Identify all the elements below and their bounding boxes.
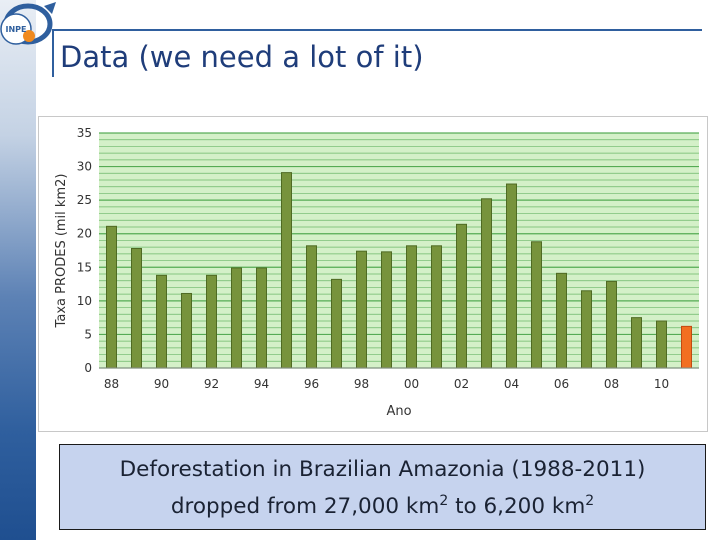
bar (156, 274, 167, 369)
chart-frame: 0 5 10 15 20 25 30 35 88 90 92 94 96 98 00 02 04 06 08 10 An… (38, 116, 708, 432)
x-tick-label: 00 (404, 377, 419, 391)
caption-superscript-1: 2 (439, 492, 449, 509)
x-tick-label: 02 (454, 377, 469, 391)
deforestation-bar-chart: 0 5 10 15 20 25 30 35 88 90 92 94 96 98 00 02 04 06 08 10 An… (54, 126, 699, 419)
x-tick-label: 90 (154, 377, 169, 391)
y-tick-label: 5 (84, 327, 92, 341)
x-tick-label: 94 (254, 377, 269, 391)
caption-line-1: Deforestation in Brazilian Amazonia (198… (119, 457, 646, 482)
x-tick-label: 06 (554, 377, 569, 391)
bar (656, 320, 667, 369)
bar (231, 267, 242, 369)
bar (406, 245, 417, 369)
y-tick-label: 10 (77, 294, 92, 308)
x-tick-label: 04 (504, 377, 519, 391)
inpe-logo-icon: INPE (0, 2, 56, 45)
x-tick-label: 08 (604, 377, 619, 391)
x-tick-label: 10 (654, 377, 669, 391)
bar (206, 274, 217, 369)
bar (556, 272, 567, 369)
caption-box: Deforestation in Brazilian Amazonia (198… (59, 444, 706, 530)
bar (481, 198, 492, 369)
bar (281, 172, 292, 369)
y-tick-label: 15 (77, 260, 92, 274)
bar (331, 278, 342, 369)
x-tick-label: 96 (304, 377, 319, 391)
y-tick-label: 25 (77, 193, 92, 207)
x-tick-label: 88 (104, 377, 119, 391)
bar (531, 241, 542, 369)
bar (356, 250, 367, 369)
page-title: Data (we need a lot of it) (60, 40, 424, 74)
bar (256, 267, 267, 369)
caption-line-2-text-a: dropped from 27,000 km (170, 494, 440, 519)
bar (606, 280, 617, 369)
y-tick-label: 0 (84, 361, 92, 375)
left-decorative-band (0, 0, 36, 540)
title-vertical-rule (52, 29, 54, 77)
caption-line-2-text-b: to 6,200 km (448, 494, 586, 519)
bar (181, 292, 192, 369)
bar (681, 325, 692, 369)
bar (631, 317, 642, 369)
caption-superscript-2: 2 (585, 492, 595, 509)
x-axis-label: Ano (386, 404, 411, 419)
bar (131, 247, 142, 369)
y-tick-label: 35 (77, 126, 92, 140)
bar (381, 251, 392, 369)
y-axis-label: Taxa PRODES (mil km2) (54, 174, 69, 329)
bar (581, 290, 592, 369)
y-tick-label: 30 (77, 160, 92, 174)
y-tick-label: 20 (77, 227, 92, 241)
x-tick-label: 92 (204, 377, 219, 391)
plot-area (99, 133, 699, 368)
bar (456, 223, 467, 369)
x-tick-label: 98 (354, 377, 369, 391)
bar (106, 225, 117, 369)
bar (506, 183, 517, 369)
bar (306, 245, 317, 369)
caption-line-2: dropped from 27,000 km2 to 6,200 km2 (60, 488, 705, 525)
logo-text: INPE (6, 25, 27, 34)
bar (431, 245, 442, 369)
title-rule (52, 29, 702, 31)
